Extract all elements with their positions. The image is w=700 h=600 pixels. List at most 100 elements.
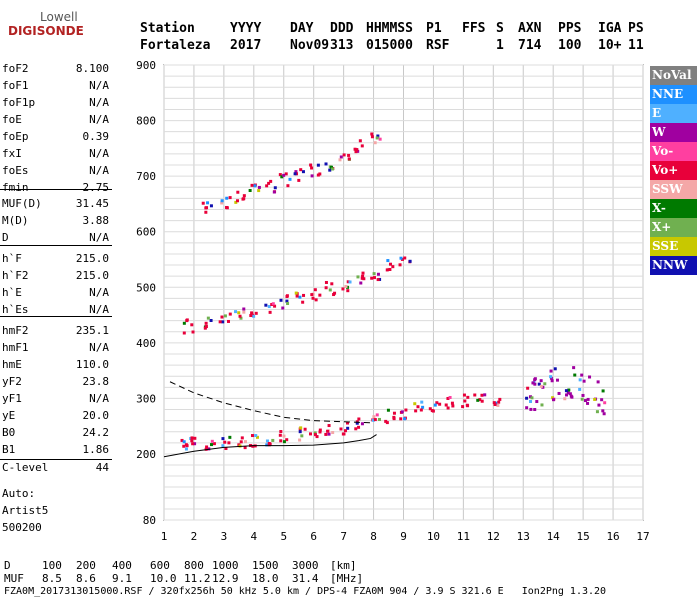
data-point bbox=[555, 378, 559, 382]
data-point bbox=[525, 396, 529, 400]
data-point bbox=[373, 418, 377, 422]
autoscale-text: Auto: bbox=[2, 487, 36, 500]
data-point bbox=[221, 437, 225, 441]
data-point bbox=[525, 406, 529, 410]
data-point bbox=[206, 316, 210, 320]
data-point bbox=[413, 402, 417, 406]
param-row: B1 1.86 bbox=[2, 441, 109, 458]
data-point bbox=[355, 148, 359, 152]
data-point bbox=[254, 311, 258, 315]
param-name: hmE bbox=[2, 358, 22, 371]
footer-info: FZA0M_2017313015000.RSF / 320fx256h 50 k… bbox=[4, 586, 607, 597]
data-point bbox=[282, 440, 286, 444]
data-point bbox=[314, 298, 318, 302]
header-field: PPS bbox=[558, 21, 582, 36]
param-name: MUF(D) bbox=[2, 197, 42, 210]
data-point bbox=[444, 403, 448, 407]
data-point bbox=[310, 174, 314, 178]
data-point bbox=[330, 282, 334, 286]
data-point bbox=[539, 384, 543, 388]
data-point bbox=[226, 319, 230, 323]
data-point bbox=[299, 426, 303, 430]
param-value: N/A bbox=[89, 341, 109, 354]
data-point bbox=[228, 196, 232, 200]
data-point bbox=[385, 421, 389, 425]
y-tick-label: 900 bbox=[136, 59, 156, 72]
data-point bbox=[361, 271, 365, 275]
param-value: N/A bbox=[89, 79, 109, 92]
data-point bbox=[354, 150, 358, 154]
data-point bbox=[370, 132, 374, 136]
data-point bbox=[386, 408, 390, 412]
data-point bbox=[596, 380, 600, 384]
data-point bbox=[539, 379, 543, 383]
x-tick-label: 1 bbox=[161, 530, 168, 543]
data-point bbox=[342, 153, 346, 157]
data-point bbox=[376, 278, 380, 282]
data-point bbox=[311, 296, 315, 300]
data-point bbox=[346, 421, 350, 425]
data-point bbox=[483, 393, 487, 397]
data-point bbox=[476, 398, 480, 402]
header-field: 10+ bbox=[598, 38, 622, 53]
data-point bbox=[573, 373, 577, 377]
data-point bbox=[346, 289, 350, 293]
legend-item-sse: SSE bbox=[650, 237, 697, 256]
param-row: foF1p N/A bbox=[2, 94, 109, 111]
chart-curves bbox=[163, 381, 377, 458]
data-point bbox=[282, 173, 286, 177]
legend-item-x: X- bbox=[650, 199, 697, 218]
data-point bbox=[279, 439, 283, 443]
data-point bbox=[240, 436, 244, 440]
header-field: AXN bbox=[518, 21, 542, 36]
footer-cell: 8.6 bbox=[76, 572, 96, 585]
data-point bbox=[193, 442, 197, 446]
data-point bbox=[326, 429, 330, 433]
data-point bbox=[248, 189, 252, 193]
data-point bbox=[300, 434, 304, 438]
param-value: N/A bbox=[89, 113, 109, 126]
data-point bbox=[313, 288, 317, 292]
data-point bbox=[356, 149, 360, 153]
data-point bbox=[267, 443, 271, 447]
data-point bbox=[582, 379, 586, 383]
data-point bbox=[421, 405, 425, 409]
x-tick-label: 7 bbox=[340, 530, 347, 543]
param-value: 3.88 bbox=[82, 214, 110, 227]
data-point bbox=[327, 424, 331, 428]
data-point bbox=[530, 396, 534, 400]
data-point bbox=[586, 397, 590, 401]
data-point bbox=[242, 194, 246, 198]
data-point bbox=[339, 427, 343, 431]
product-logo: DIGISONDE bbox=[8, 24, 84, 38]
data-point bbox=[403, 417, 407, 421]
data-point bbox=[273, 304, 277, 308]
data-point bbox=[257, 189, 261, 193]
data-point bbox=[242, 307, 246, 311]
data-point bbox=[293, 172, 297, 176]
data-point bbox=[601, 389, 605, 393]
header-field: 100 bbox=[558, 38, 582, 53]
data-point bbox=[438, 402, 442, 406]
param-row: M(D) 3.88 bbox=[2, 212, 109, 229]
data-point bbox=[450, 401, 454, 405]
footer-cell: [MHz] bbox=[330, 572, 364, 585]
data-point bbox=[496, 403, 500, 407]
data-point bbox=[250, 183, 254, 187]
x-tick-label: 14 bbox=[547, 530, 561, 543]
data-point bbox=[252, 314, 256, 318]
data-point bbox=[355, 421, 359, 425]
x-tick-label: 5 bbox=[280, 530, 287, 543]
data-point bbox=[243, 446, 247, 450]
data-point bbox=[372, 415, 376, 419]
data-point bbox=[209, 204, 213, 208]
data-point bbox=[201, 201, 205, 205]
data-point bbox=[286, 184, 290, 188]
data-point bbox=[578, 387, 582, 391]
legend-item-w: W bbox=[650, 123, 697, 142]
footer-cell: 10.0 bbox=[150, 572, 177, 585]
param-name: h`F2 bbox=[2, 269, 29, 282]
footer-cell: 1500 bbox=[252, 559, 279, 572]
data-point bbox=[370, 276, 374, 280]
data-point bbox=[391, 265, 395, 269]
